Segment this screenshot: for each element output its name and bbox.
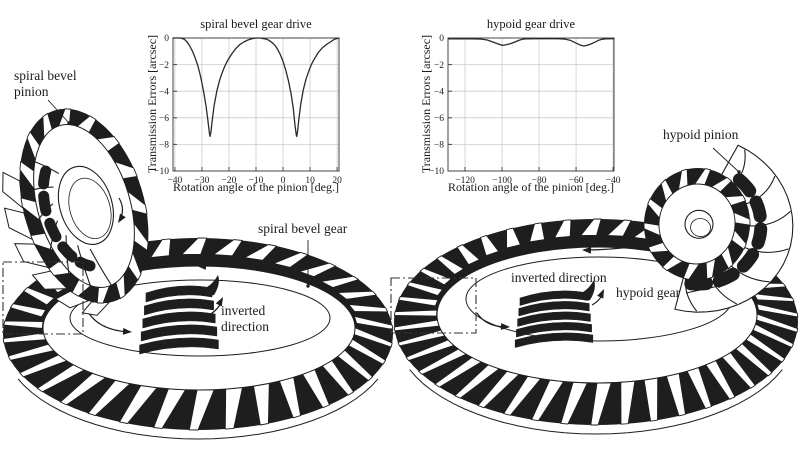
plot-area: −40 −30 −20 −10 0 10 20 0 −2 −4 −6 −8 −10 (154, 34, 342, 186)
y-tick-label: −6 (434, 114, 444, 124)
hypoid-pinion-label: hypoid pinion (663, 127, 739, 142)
x-tick-label: 10 (305, 176, 315, 186)
plot-border (447, 37, 615, 172)
gear-pointer-left (306, 240, 310, 288)
rim-depth-line (17, 378, 379, 440)
inverted-tooth-inset-left (139, 275, 219, 355)
x-tick-label: −60 (569, 176, 584, 186)
x-tick-label: −100 (492, 176, 512, 186)
transmission-error-curve (172, 37, 340, 138)
x-tick-label: −40 (606, 176, 621, 186)
mesh-region-box-left (2, 261, 84, 335)
x-axis-label-hypoid: Rotation angle of the pinion [deg.] (448, 180, 614, 194)
x-tick-label: 0 (281, 176, 286, 186)
y-tick-label: −4 (434, 87, 444, 97)
plot-area: −120 −100 −80 −60 −40 0 −2 −4 −6 −8 −10 (429, 34, 621, 186)
hypoid-te-chart: −120 −100 −80 −60 −40 0 −2 −4 −6 −8 −10 (429, 34, 621, 186)
x-tick-label: −20 (222, 176, 237, 186)
inverted-direction-label-right: inverted direction (511, 270, 607, 285)
x-axis-label-spiral-bevel: Rotation angle of the pinion [deg.] (173, 180, 339, 194)
hypoid-gear-label: hypoid gear (616, 285, 681, 300)
y-tick-label: −10 (154, 167, 169, 177)
pinion-pointer-left (47, 99, 71, 125)
inverted-rotation-arrow-left (202, 297, 223, 319)
y-tick-label: −6 (159, 114, 169, 124)
x-tick-label: 20 (332, 176, 342, 186)
mesh-region-box-right (390, 277, 477, 334)
x-tick-label: −40 (167, 176, 182, 186)
pinion-pointer-right (712, 147, 741, 174)
rotation-arrow-right (582, 244, 644, 254)
rim-depth-line (409, 369, 783, 435)
y-tick-label: −2 (159, 61, 169, 71)
spiral-bevel-te-chart: −40 −30 −20 −10 0 10 20 0 −2 −4 −6 −8 −10 (154, 34, 342, 186)
inverted-direction-label-left: inverted direction (221, 303, 269, 334)
y-tick-label: 0 (164, 34, 169, 44)
y-tick-label: −8 (434, 141, 444, 151)
x-tick-label: −30 (194, 176, 209, 186)
chart-title-spiral-bevel: spiral bevel gear drive (200, 17, 312, 31)
y-axis-label-hypoid: Transmission Errors [arcsec] (419, 34, 433, 174)
y-tick-label: 0 (439, 34, 444, 44)
x-tick-label: −120 (455, 176, 475, 186)
x-tick-label: −80 (532, 176, 547, 186)
inverted-tooth-inset-right (514, 280, 595, 348)
y-tick-label: −10 (429, 167, 444, 177)
y-tick-label: −8 (159, 141, 169, 151)
mesh-to-inset-arrow-right (476, 312, 510, 330)
rotation-arrow-left (197, 259, 254, 270)
inverted-rotation-arrow-right (591, 289, 604, 306)
gear-pointer-right (685, 284, 721, 294)
y-tick-label: −2 (434, 61, 444, 71)
y-tick-label: −4 (159, 87, 169, 97)
spiral-bevel-pinion-label: spiral bevel pinion (14, 68, 77, 99)
x-tick-label: −10 (249, 176, 264, 186)
y-axis-label-spiral-bevel: Transmission Errors [arcsec] (145, 34, 159, 174)
transmission-error-curve (447, 38, 615, 47)
hypoid-pinion-drawing (643, 144, 794, 313)
spiral-bevel-gear-label: spiral bevel gear (258, 221, 348, 236)
chart-title-hypoid: hypoid gear drive (486, 17, 576, 31)
pinion-rotation-arrow-left (118, 197, 126, 223)
